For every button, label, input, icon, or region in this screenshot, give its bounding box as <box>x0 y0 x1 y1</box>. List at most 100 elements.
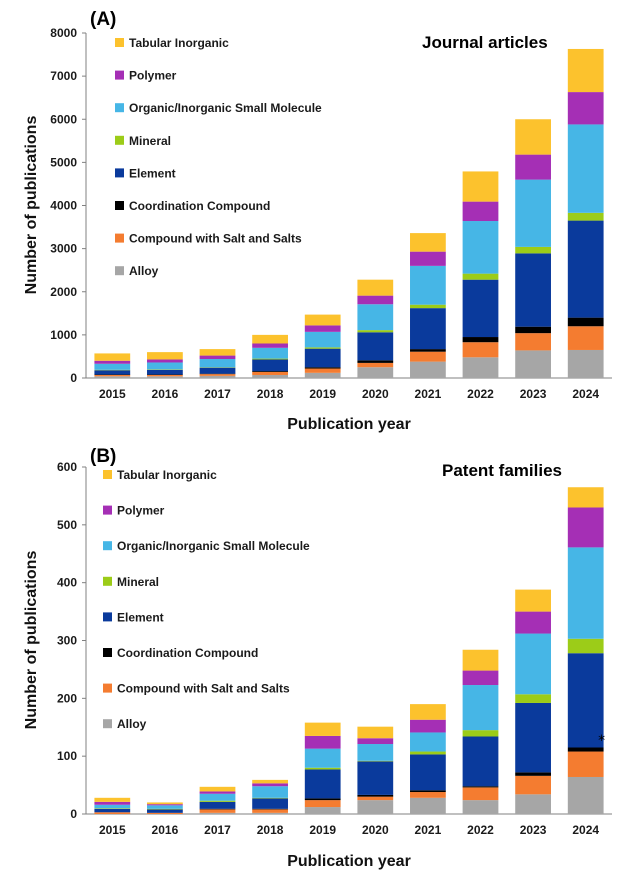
panel-b-y-tick-label: 400 <box>57 576 77 590</box>
panel-a-bar-2020-alloy <box>357 367 394 378</box>
panel-a-bar-2019-element <box>304 348 341 368</box>
panel-a-bar-2022-coordination-compound <box>462 337 499 343</box>
panel-b-bar-2021-mineral <box>410 751 446 755</box>
panel-a-legend-swatch-tabular-inorganic <box>115 38 124 47</box>
panel-b-bar-2020-mineral <box>357 760 394 762</box>
panel-a-bar-2016-organic-inorganic-small-molecule <box>147 362 183 370</box>
panel-b-bar-2018-mineral <box>252 797 288 799</box>
panel-a-y-tick-label: 0 <box>70 371 77 385</box>
panel-b-bar-2021-polymer <box>410 719 446 733</box>
panel-b-bar-2017-compound-with-salt-and-salts <box>199 809 236 813</box>
panel-a-bar-2018-organic-inorganic-small-molecule <box>252 347 288 359</box>
panel-b-bar-2022-tabular-inorganic <box>462 649 499 671</box>
panel-a-bar-2020-tabular-inorganic <box>357 279 394 296</box>
panel-a-bar-2019-coordination-compound <box>304 367 341 369</box>
panel-b-bar-2016-compound-with-salt-and-salts <box>147 812 183 814</box>
panel-b-bar-2018-compound-with-salt-and-salts <box>252 809 288 813</box>
panel-a-bar-2019-alloy <box>304 372 341 378</box>
panel-b-bar-2024-tabular-inorganic <box>567 487 604 508</box>
panel-b-bar-2019-organic-inorganic-small-molecule <box>304 748 341 768</box>
panel-a-title: Journal articles <box>422 33 548 52</box>
panel-b-bar-2018-tabular-inorganic <box>252 779 288 784</box>
panel-b-bar-2020-coordination-compound <box>357 794 394 797</box>
panel-a-bar-2023-polymer <box>515 154 551 180</box>
panel-a-bar-2022-element <box>462 279 499 338</box>
panel-a-bar-2017-tabular-inorganic <box>199 349 236 356</box>
panel-b-y-axis-title: Number of publications <box>23 551 40 730</box>
panel-a-axes: 0 1000 2000 3000 4000 5000 6000 7000 8000 2015 201… <box>50 26 612 401</box>
panel-b-bar-2017-coordination-compound <box>199 808 236 810</box>
panel-b-legend-label-coordination-compound: Coordination Compound <box>117 646 258 660</box>
panel-a-label: (A) <box>90 9 116 30</box>
panel-b-bar-2024-coordination-compound <box>567 747 604 752</box>
panel-b-title: Patent families <box>442 461 562 480</box>
panel-b-bar-2018-alloy <box>252 812 288 814</box>
panel-a-y-tick-label: 3000 <box>50 242 77 256</box>
panel-b-x-tick-label: 2023 <box>520 823 547 837</box>
panel-a-bar-2021-compound-with-salt-and-salts <box>410 351 446 362</box>
panel-b-bar-2024-polymer <box>567 507 604 548</box>
panel-b-bar-2017-organic-inorganic-small-molecule <box>199 793 236 801</box>
panel-a-legend: Tabular Inorganic Polymer Organic/Inorgani… <box>115 36 322 278</box>
panel-b-bar-2017-element <box>199 801 236 809</box>
panel-a-x-tick-label: 2023 <box>520 387 547 401</box>
panel-b-bar-2023-coordination-compound <box>515 772 551 776</box>
panel-a-bar-2024-element <box>567 220 604 318</box>
panel-a-bar-2015-alloy <box>94 376 131 378</box>
panel-a-bar-2020-coordination-compound <box>357 360 394 363</box>
panel-a-legend-swatch-alloy <box>115 266 124 276</box>
panel-b-legend-swatch-coordination-compound <box>103 648 112 657</box>
panel-a-x-axis-title: Publication year <box>287 416 411 433</box>
panel-b-legend-label-organic-inorganic-small-molecule: Organic/Inorganic Small Molecule <box>117 539 310 553</box>
panel-a-legend-label-tabular-inorganic: Tabular Inorganic <box>129 36 229 50</box>
panel-a-bar-2021-alloy <box>410 361 446 378</box>
panel-a-legend-swatch-polymer <box>115 70 124 80</box>
panel-a-bar-2016-compound-with-salt-and-salts <box>147 374 183 377</box>
panel-b-bar-2021-tabular-inorganic <box>410 704 446 720</box>
panel-a-bar-2024-alloy <box>567 349 604 378</box>
panel-a-bar-2021-coordination-compound <box>410 349 446 352</box>
panel-b-bar-2019-tabular-inorganic <box>304 722 341 736</box>
panel-b-bar-2017-tabular-inorganic <box>199 786 236 792</box>
panel-b-bar-2021-compound-with-salt-and-salts <box>410 792 446 798</box>
panel-a-bar-2015-compound-with-salt-and-salts <box>94 374 131 377</box>
panel-a-bar-2018-coordination-compound <box>252 371 288 372</box>
panel-a-bar-2020-element <box>357 332 394 361</box>
panel-a-bar-2021-organic-inorganic-small-molecule <box>410 265 446 305</box>
panel-b-bar-2024-mineral <box>567 638 604 654</box>
panel-b-bar-2020-compound-with-salt-and-salts <box>357 796 394 801</box>
panel-a-bar-2021-element <box>410 308 446 350</box>
panel-a-bar-2016-element <box>147 369 183 375</box>
panel-b-bar-2022-compound-with-salt-and-salts <box>462 787 499 801</box>
panel-b-bar-2020-organic-inorganic-small-molecule <box>357 744 394 761</box>
panel-a-bar-2021-tabular-inorganic <box>410 233 446 252</box>
panel-a-bar-2024-tabular-inorganic <box>567 48 604 93</box>
panel-a-bar-2018-mineral <box>252 358 288 360</box>
panel-a-legend-swatch-compound-with-salt-and-salts <box>115 233 124 243</box>
panel-a-legend-swatch-coordination-compound <box>115 201 124 210</box>
panel-b-bar-2019-alloy <box>304 807 341 814</box>
panel-a-legend-swatch-organic-inorganic-small-molecule <box>115 103 124 113</box>
panel-b-bar-2017-alloy <box>199 812 236 814</box>
panel-b-bar-2022-mineral <box>462 730 499 737</box>
panel-b-bar-2021-organic-inorganic-small-molecule <box>410 732 446 752</box>
panel-b-bar-2016-mineral <box>147 808 183 810</box>
panel-b-bar-2022-polymer <box>462 670 499 686</box>
panel-a-bar-2022-tabular-inorganic <box>462 171 499 202</box>
panel-a-bar-2020-organic-inorganic-small-molecule <box>357 304 394 331</box>
panel-b-bar-2021-coordination-compound <box>410 790 446 793</box>
panel-a-bar-2022-polymer <box>462 201 499 222</box>
panel-b-y-tick-label: 200 <box>57 691 77 705</box>
panel-b-bar-2019-compound-with-salt-and-salts <box>304 800 341 808</box>
panel-b-bar-2024-organic-inorganic-small-molecule <box>567 547 604 639</box>
panel-a-bar-2015-tabular-inorganic <box>94 353 131 361</box>
panel-b-bar-2023-alloy <box>515 794 551 814</box>
panel-a-y-tick-label: 8000 <box>50 26 77 40</box>
panel-b-legend-label-element: Element <box>117 610 164 624</box>
panel-b-legend-swatch-organic-inorganic-small-molecule <box>103 541 112 551</box>
panel-a-bar-2015-polymer <box>94 360 131 364</box>
panel-b-y-tick-label: 100 <box>57 749 77 763</box>
panel-b-legend-swatch-compound-with-salt-and-salts <box>103 683 112 693</box>
panel-a-legend-swatch-mineral <box>115 135 124 145</box>
panel-a-legend-label-organic-inorganic-small-molecule: Organic/Inorganic Small Molecule <box>129 101 322 115</box>
